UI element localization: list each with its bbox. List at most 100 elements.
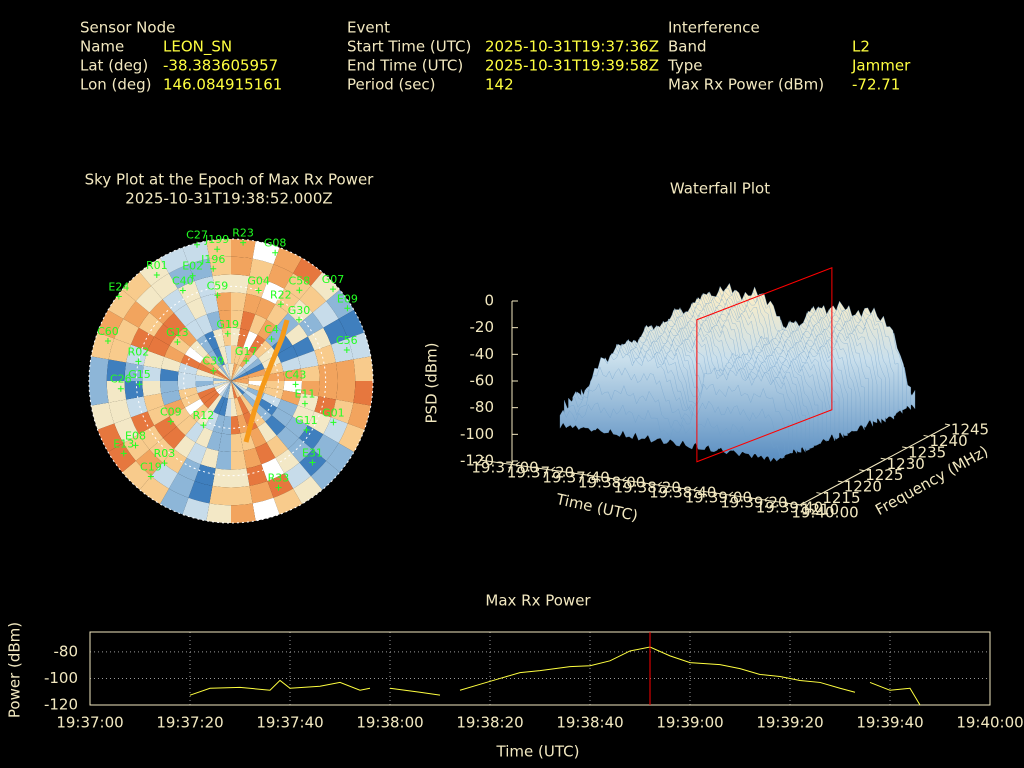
sky-cell (222, 381, 231, 398)
satellite-marker (136, 381, 143, 388)
satellite-label: C4 (264, 323, 279, 336)
sky-cell (182, 241, 210, 265)
satellite-marker (115, 293, 122, 300)
z-axis-label: PSD (dBm) (423, 342, 441, 423)
sky-cell (203, 353, 220, 370)
sky-cell (277, 345, 298, 363)
sky-cell (143, 350, 165, 369)
sky-cell (231, 381, 247, 393)
satellite-marker (292, 381, 299, 388)
sky-cell (318, 362, 338, 381)
satellite-marker (179, 287, 186, 294)
sky-cell (335, 381, 356, 403)
sky-cell (237, 347, 249, 366)
satellite-marker (214, 246, 221, 253)
sky-cell (213, 381, 231, 388)
y-tick-label: 1215 (822, 489, 860, 507)
section-title: Sensor Node (80, 19, 175, 37)
sky-cell (182, 497, 210, 521)
sky-cell (231, 398, 238, 417)
sky-cell (347, 332, 371, 360)
sky-cell (285, 416, 308, 439)
satellite-label: E08 (125, 429, 146, 442)
satellite-label: G15 (128, 368, 151, 381)
sky-cell (209, 256, 231, 277)
interference-track (243, 319, 290, 443)
sky-cell (218, 433, 231, 452)
sky-cell (135, 449, 163, 477)
sky-cell (186, 442, 207, 465)
sky-cell (237, 396, 249, 415)
sky-cell (143, 393, 165, 412)
field-value: -72.71 (852, 76, 900, 94)
sky-cell (195, 427, 213, 448)
sky-cell (234, 346, 244, 365)
field-label: Max Rx Power (dBm) (668, 76, 824, 94)
sky-cell (231, 485, 253, 506)
sky-cell (224, 381, 231, 399)
sky-cell (231, 468, 250, 488)
sky-cell (184, 346, 204, 364)
sky-cell (215, 369, 231, 381)
sky-cell (89, 381, 109, 406)
x-tick-label: 19:39:40 (756, 499, 823, 517)
field-value: 142 (485, 76, 514, 94)
sky-cell (231, 292, 247, 312)
sky-cell (204, 330, 219, 351)
sky-cell (208, 350, 223, 368)
satellite-marker (200, 422, 207, 429)
sky-cell (307, 327, 332, 351)
sky-cell (231, 239, 256, 259)
x-tick-label: 19:39:00 (656, 714, 723, 732)
sky-cell (114, 417, 139, 444)
sky-cell (206, 311, 222, 331)
sky-cell (265, 371, 285, 381)
sky-cell (231, 377, 249, 381)
sky-cell (255, 297, 276, 320)
sky-cell (231, 369, 247, 381)
sky-cell (266, 304, 289, 327)
sky-cell (335, 359, 356, 381)
x-tick (657, 481, 663, 486)
sky-cell (208, 394, 223, 412)
satellite-marker (275, 484, 282, 491)
y-axis-label: Power (dBm) (6, 622, 24, 718)
satellite-marker (153, 272, 160, 279)
sky-cell (224, 398, 231, 417)
z-tick-label: -80 (470, 398, 495, 416)
line-chart: Max Rx Power Time (UTC) Power (dBm) -120… (6, 592, 1024, 761)
satellite-marker (161, 460, 168, 467)
sky-cell (147, 336, 170, 357)
sky-cell (281, 356, 301, 372)
satellite-label: E24 (108, 280, 129, 293)
sky-cell (163, 426, 186, 449)
y-tick-label: -100 (44, 669, 78, 687)
z-tick-label: -100 (460, 425, 494, 443)
sky-cell (249, 258, 274, 281)
satellite-label: R23 (232, 227, 254, 240)
sky-cell (161, 356, 181, 372)
sky-cell (231, 381, 240, 398)
sky-cell (203, 392, 220, 409)
satellite-label: R22 (270, 288, 292, 301)
satellite-marker (194, 241, 201, 248)
satellite-marker (343, 346, 350, 353)
z-tick-label: -60 (470, 372, 495, 390)
sky-cell (253, 340, 272, 359)
satellite-label: C43 (285, 368, 307, 381)
y-tick-label: 1235 (908, 443, 946, 461)
line-series (189, 646, 921, 706)
sky-cell (138, 312, 164, 337)
satellite-label: C09 (160, 406, 182, 419)
sky-cell (275, 448, 300, 474)
satellite-label: C27 (186, 229, 208, 242)
satellite-marker (255, 287, 262, 294)
sky-cell (97, 310, 124, 339)
sky-cell (248, 374, 267, 381)
satellite-label: R02 (128, 345, 150, 358)
sky-cell (261, 280, 285, 305)
field-value: 2025-10-31T19:37:36Z (485, 38, 659, 56)
chart-title: Waterfall Plot (670, 180, 770, 198)
sky-cell (297, 350, 319, 369)
satellite-label: R12 (193, 409, 215, 422)
